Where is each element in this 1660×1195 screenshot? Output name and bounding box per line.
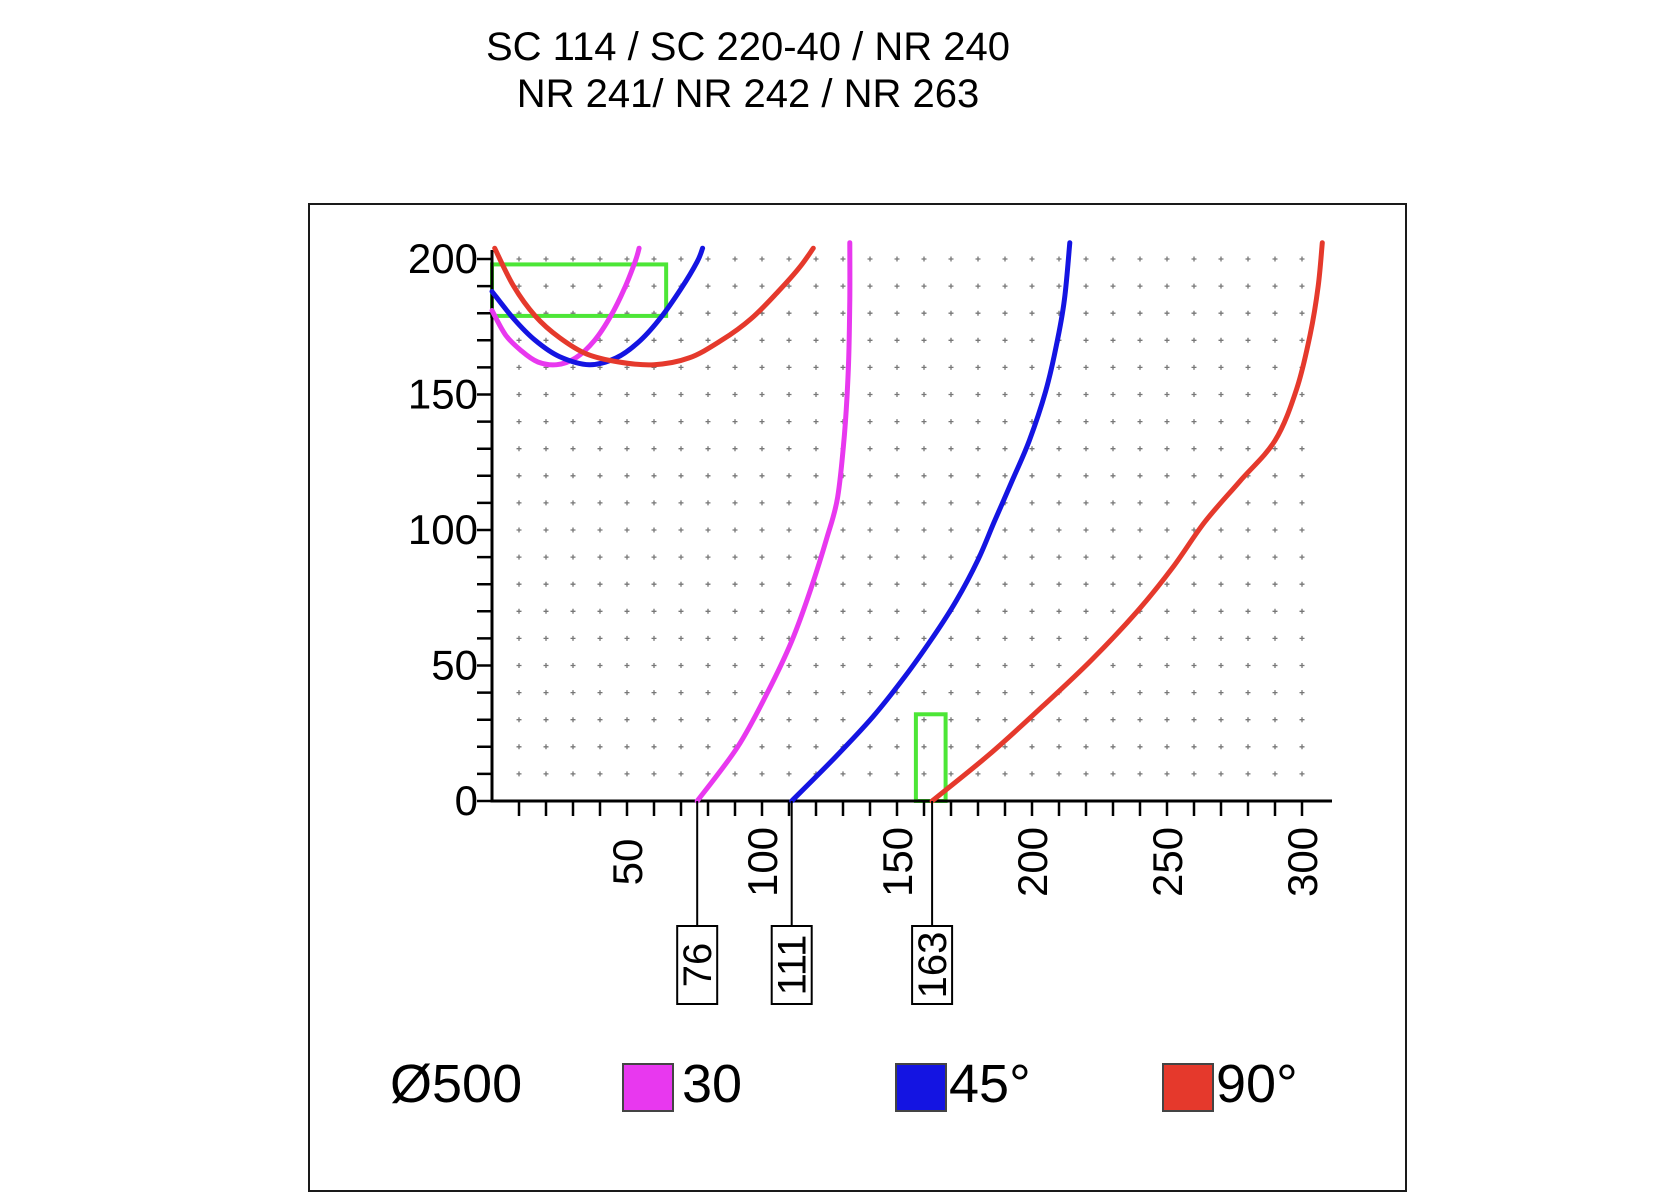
y-tick-label-50: 50 [431, 642, 478, 689]
y-tick-label-150: 150 [408, 371, 478, 418]
callout-value-76: 76 [676, 943, 720, 988]
axis-ticks [477, 257, 1304, 816]
callout-value-163: 163 [911, 932, 955, 999]
x-tick-label-200: 200 [1009, 827, 1056, 897]
callout-value-111: 111 [771, 935, 815, 996]
legend-label-30: 30 [682, 1054, 743, 1114]
figure-frame: 0 50 100 150 200 50 100 150 200 250 300 76 111 163 [308, 203, 1407, 1192]
grid-dots [516, 256, 1305, 777]
legend-diameter-label: Ø500 [390, 1054, 523, 1114]
legend-swatch-30 [622, 1063, 674, 1112]
curve-main-90° [929, 240, 1325, 804]
chart-title-line-2: NR 241/ NR 242 / NR 263 [516, 72, 980, 116]
y-tick-label-0: 0 [455, 777, 478, 824]
curve-upper-90° [492, 245, 816, 368]
callout-box-163 [911, 925, 954, 1005]
axes [490, 250, 1332, 803]
legend-label-90: 90° [1216, 1054, 1298, 1114]
curve-upper-30 [489, 245, 642, 368]
legend-swatch-90 [1162, 1063, 1214, 1112]
chart-title: SC 114 / SC 220-40 / NR 240 NR 241/ NR 2… [310, 24, 1186, 118]
x-tick-label-50: 50 [604, 839, 651, 886]
callout-box-76 [676, 925, 719, 1005]
curve-main-30 [694, 240, 853, 804]
curve-upper-45° [489, 245, 706, 368]
x-tick-label-100: 100 [739, 827, 786, 897]
x-tick-label-250: 250 [1144, 827, 1191, 897]
legend-swatch-45 [895, 1063, 947, 1112]
chart-title-line-1: SC 114 / SC 220-40 / NR 240 [486, 25, 1010, 69]
curve-main-45° [789, 240, 1073, 804]
plot-svg: 0 50 100 150 200 50 100 150 200 250 300 76 111 163 [408, 235, 1332, 1005]
y-tick-label-200: 200 [408, 235, 478, 282]
y-tick-label-100: 100 [408, 506, 478, 553]
x-tick-label-150: 150 [874, 827, 921, 897]
highlight-rect-1 [913, 712, 948, 803]
x-tick-label-300: 300 [1279, 827, 1326, 897]
callout-box-111 [770, 925, 813, 1005]
legend-label-45: 45° [949, 1054, 1031, 1114]
